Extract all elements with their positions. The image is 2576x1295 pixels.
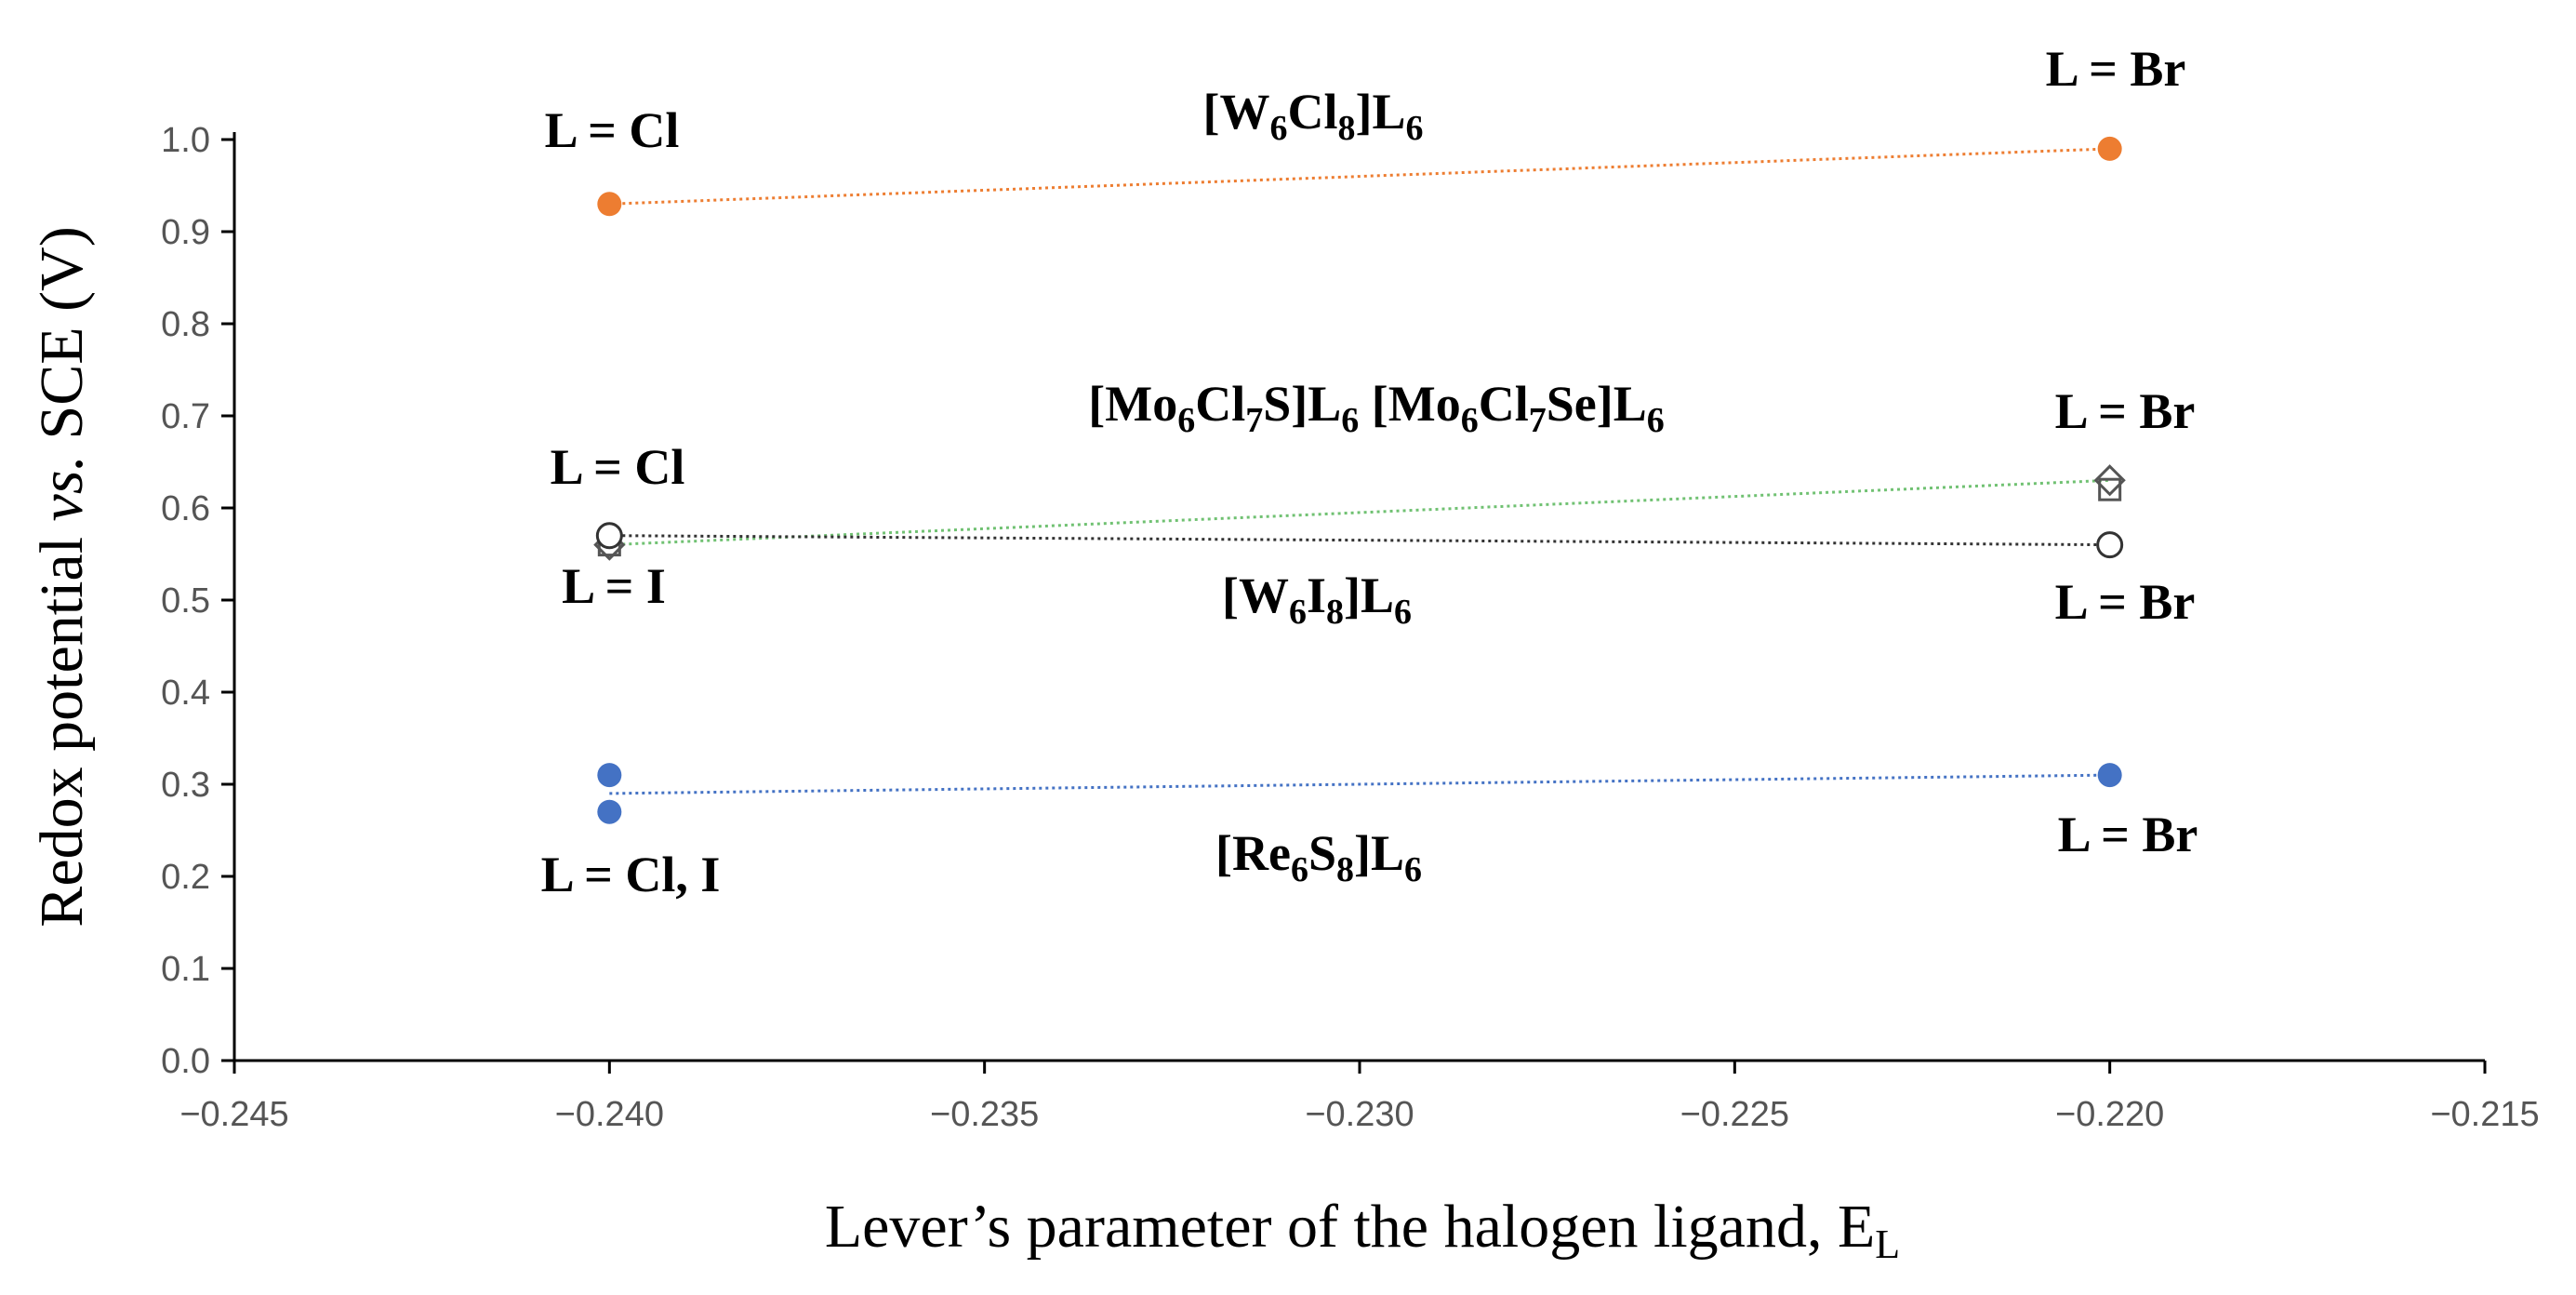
x-tick-label: −0.240 [555,1095,664,1134]
annotation-re-br: L = Br [2058,807,2198,862]
data-point [2096,531,2124,559]
y-tick-label: 0.9 [161,213,210,252]
annotation-re-name: [Re6S8]L6 [1215,825,1422,889]
data-point [2097,136,2122,161]
data-point [2098,477,2122,501]
y-tick-label: 0.0 [161,1042,210,1081]
y-tick-label: 0.5 [161,581,210,621]
data-point [2097,763,2122,788]
y-tick-label: 0.3 [161,766,210,805]
x-axis-title: Lever’s parameter of the halogen ligand,… [825,1193,1900,1267]
y-tick-label: 0.7 [161,397,210,436]
trend-lines [609,147,2110,795]
trend-line [609,147,2110,206]
y-tick-label: 0.4 [161,674,210,713]
y-tick-label: 1.0 [161,121,210,160]
trend-line [609,478,2110,547]
annotation-w6cl8-br: L = Br [2046,41,2186,97]
y-axis-title: Redox potential vs. SCE (V) [28,226,96,927]
x-tick-label: −0.225 [1680,1095,1789,1134]
trend-line [609,773,2110,795]
annotation-w6cl8-name: [W6Cl8]L6 [1203,84,1424,148]
y-tick-label: 0.6 [161,489,210,528]
x-tick-labels: −0.245 −0.240 −0.235 −0.230 −0.225 −0.220 −0.2… [179,1095,2539,1134]
y-tick-labels: 0.0 0.1 0.2 0.3 0.4 0.5 0.6 0.7 0.8 0.9 1.0 [161,121,210,1081]
x-tick-label: −0.245 [179,1095,288,1134]
y-tick-label: 0.2 [161,858,210,897]
annotations: L = Cl L = Br [W6Cl8]L6 [Mo6Cl7S]L6 [Mo6… [541,41,2198,902]
data-point [597,763,622,788]
annotation-w6i8-name: [W6I8]L6 [1222,567,1412,632]
y-tick-label: 0.1 [161,950,210,989]
x-tick-label: −0.215 [2430,1095,2539,1134]
x-tick-label: −0.230 [1305,1095,1414,1134]
x-tick-label: −0.235 [930,1095,1039,1134]
data-points [593,136,2126,824]
data-point [597,799,622,824]
data-point [597,192,622,217]
trend-line [609,534,2110,547]
data-point [595,522,623,550]
axes [221,132,2487,1074]
annotation-w6i8-i: L = I [562,558,666,614]
x-tick-label: −0.220 [2055,1095,2164,1134]
data-point [2093,464,2126,497]
annotation-re-cli: L = Cl, I [541,847,721,902]
annotation-mo-cl: L = Cl [551,439,685,495]
annotation-w6i8-br: L = Br [2055,574,2196,630]
annotation-mo-name: [Mo6Cl7S]L6 [Mo6Cl7Se]L6 [1088,376,1664,440]
y-tick-label: 0.8 [161,305,210,344]
annotation-w6cl8-cl: L = Cl [545,102,680,158]
annotation-mo-br: L = Br [2055,383,2196,439]
